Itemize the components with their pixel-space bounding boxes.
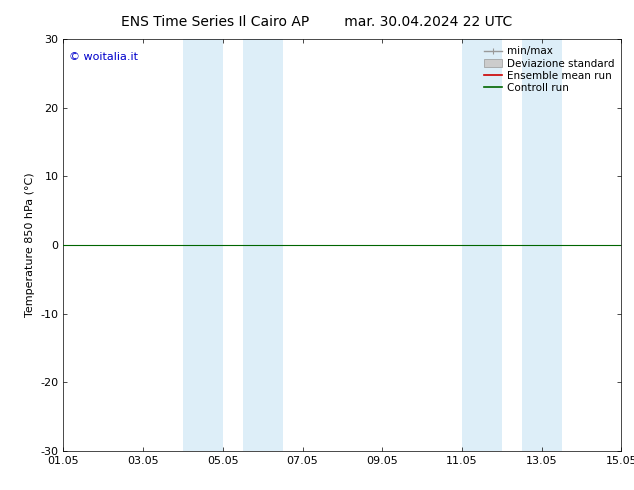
Bar [522,39,562,451]
Text: ENS Time Series Il Cairo AP        mar. 30.04.2024 22 UTC: ENS Time Series Il Cairo AP mar. 30.04.2… [121,15,513,29]
Bar [183,39,223,451]
Bar [462,39,501,451]
Text: © woitalia.it: © woitalia.it [69,51,138,62]
Legend: min/max, Deviazione standard, Ensemble mean run, Controll run: min/max, Deviazione standard, Ensemble m… [482,45,616,95]
Bar [243,39,283,451]
Y-axis label: Temperature 850 hPa (°C): Temperature 850 hPa (°C) [25,172,35,318]
